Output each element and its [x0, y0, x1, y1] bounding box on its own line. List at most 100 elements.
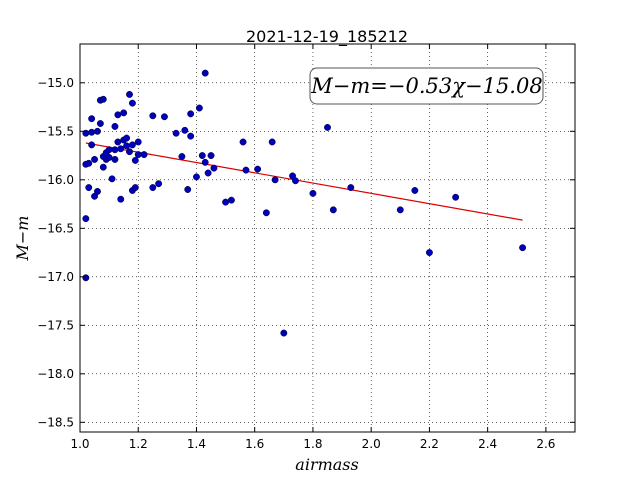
data-point	[123, 134, 131, 142]
data-point	[309, 189, 317, 197]
x-tick-label: 2.4	[478, 437, 497, 451]
data-point	[160, 113, 168, 121]
data-point	[149, 112, 157, 120]
data-point	[178, 153, 186, 160]
data-point	[268, 138, 276, 146]
y-axis-label: M−m	[13, 216, 32, 262]
data-point	[195, 104, 203, 112]
data-point	[187, 132, 195, 140]
x-axis-label: airmass	[295, 455, 358, 474]
y-tick-label: −16.0	[37, 173, 74, 187]
y-tick-label: −15.0	[37, 76, 74, 90]
data-point	[396, 206, 404, 214]
data-point	[85, 159, 93, 167]
data-point	[99, 95, 107, 103]
data-point	[114, 111, 122, 119]
data-point	[120, 109, 128, 117]
y-tick-label: −17.0	[37, 270, 74, 284]
fit-line-group	[85, 142, 523, 221]
plot-frame	[79, 43, 576, 433]
data-point	[292, 177, 299, 185]
data-point	[239, 138, 247, 146]
data-point	[88, 128, 96, 136]
data-point	[134, 138, 142, 146]
data-point	[111, 146, 119, 154]
data-point	[207, 152, 215, 160]
data-point	[155, 180, 163, 188]
axis-ticks	[79, 44, 575, 432]
data-point	[181, 126, 189, 134]
y-tick-label: −15.5	[37, 124, 74, 138]
data-point	[131, 184, 139, 192]
data-point	[227, 196, 235, 204]
data-point	[201, 69, 209, 77]
y-tick-label: −18.0	[37, 367, 74, 381]
data-point	[126, 90, 133, 98]
data-point	[105, 154, 113, 161]
data-point	[452, 193, 460, 201]
data-point	[198, 152, 206, 160]
x-tick-label: 1.2	[129, 437, 148, 451]
data-point	[123, 142, 131, 150]
fit-line	[85, 142, 523, 221]
x-tick-label: 1.0	[70, 437, 89, 451]
y-tick-labels: −15.0 −15.5 −16.0 −16.5 −17.0 −17.5 −18.0 −18.5	[37, 76, 74, 429]
data-point	[94, 127, 101, 135]
data-point	[271, 176, 279, 184]
data-point	[128, 99, 136, 107]
data-point	[201, 158, 209, 166]
x-tick-label: 1.6	[245, 437, 264, 451]
data-point	[254, 165, 262, 173]
data-point	[91, 155, 99, 163]
data-point	[172, 129, 180, 137]
x-tick-labels: 1.0 1.2 1.4 1.6 1.8 2.0 2.2 2.4 2.6	[70, 437, 555, 451]
data-point	[111, 155, 119, 163]
annotation-frame	[309, 67, 544, 105]
data-point	[411, 187, 419, 194]
data-point	[117, 145, 125, 153]
data-point	[117, 195, 125, 203]
x-tick-label: 2.0	[362, 437, 381, 451]
x-tick-label: 2.6	[536, 437, 555, 451]
data-point	[82, 274, 90, 282]
data-point	[324, 123, 331, 131]
data-point	[128, 141, 136, 149]
fit-equation-annotation: M−m=−0.53χ−15.08	[310, 74, 542, 98]
data-point	[88, 141, 96, 149]
y-tick-label: −16.5	[37, 221, 74, 235]
data-point	[242, 166, 250, 174]
data-point	[519, 244, 527, 252]
data-point	[187, 110, 195, 118]
data-points	[82, 69, 527, 337]
data-point	[111, 123, 119, 130]
data-point	[347, 184, 355, 192]
x-tick-label: 2.2	[420, 437, 439, 451]
data-point	[425, 249, 433, 257]
x-tick-label: 1.8	[303, 437, 322, 451]
data-point	[85, 184, 93, 192]
data-point	[126, 148, 133, 156]
data-point	[134, 151, 142, 159]
data-point	[108, 175, 116, 183]
y-tick-label: −18.5	[37, 415, 74, 429]
data-point	[88, 115, 96, 123]
data-point	[329, 206, 337, 214]
data-point	[140, 151, 148, 159]
data-point	[82, 215, 90, 223]
data-point	[210, 164, 218, 172]
data-point	[204, 169, 212, 177]
data-point	[96, 120, 104, 127]
x-tick-label: 1.4	[187, 437, 206, 451]
data-point	[94, 187, 101, 195]
data-point	[222, 198, 230, 206]
data-point	[149, 184, 157, 192]
fit-annotation-box: M−m=−0.53χ−15.08	[309, 67, 544, 105]
data-point	[193, 173, 200, 181]
data-point	[114, 138, 122, 146]
y-tick-label: −17.5	[37, 318, 74, 332]
data-point	[262, 209, 270, 217]
chart-title: 2021-12-19_185212	[246, 27, 408, 47]
data-point	[280, 329, 288, 337]
data-point	[184, 186, 192, 193]
